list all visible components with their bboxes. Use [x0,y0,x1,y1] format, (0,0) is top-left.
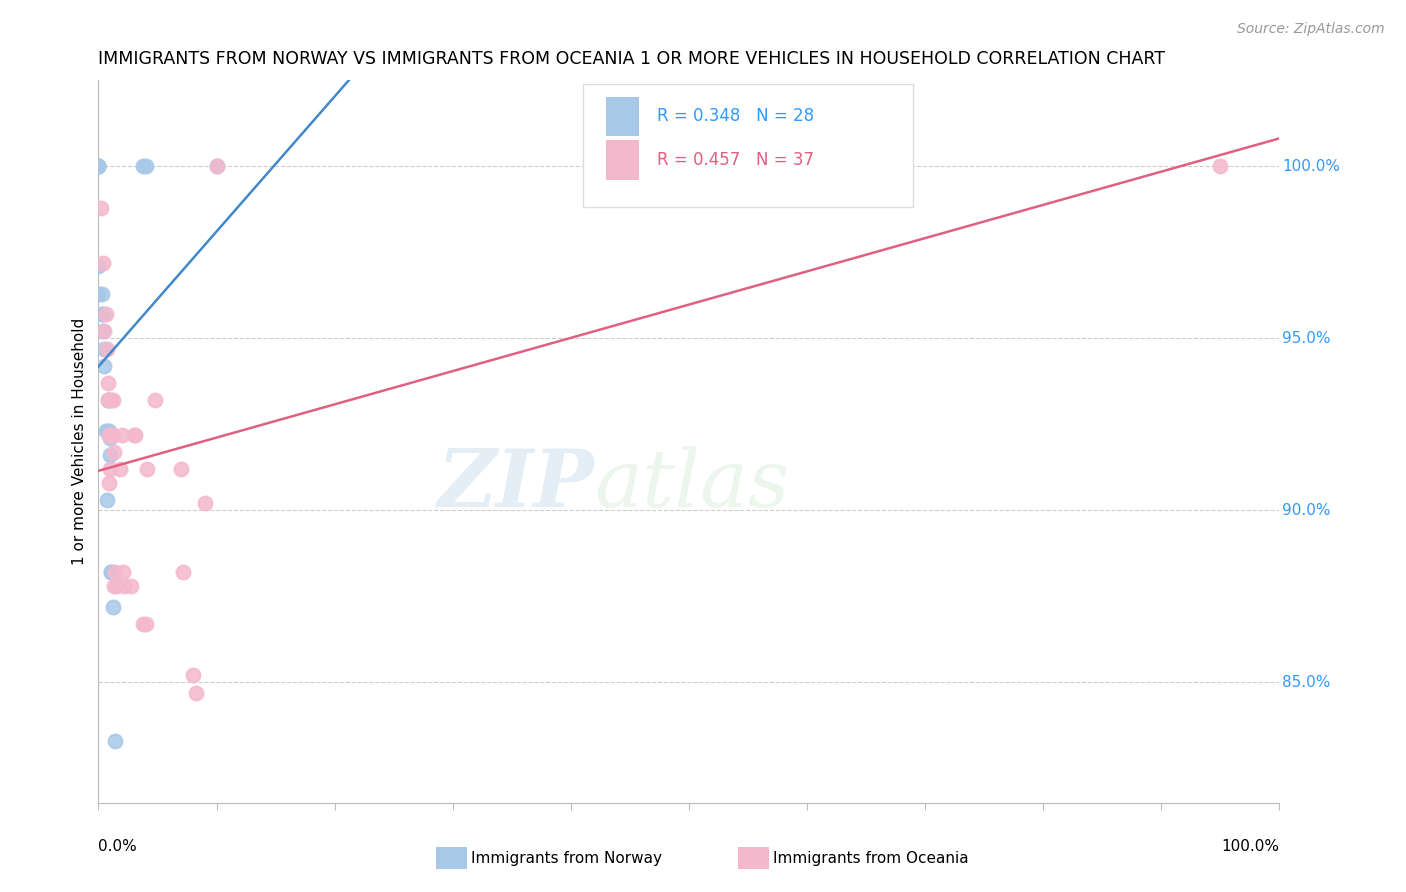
Point [103,445,125,459]
Point [87,159,110,173]
Point [101,599,124,614]
Point [135,462,157,476]
Point [194,496,217,510]
Point [96,342,118,356]
Point [100,566,122,580]
Point [135,616,157,631]
Point [98,427,121,442]
Point [87,259,110,273]
Point [91,307,114,321]
Point [98,448,121,462]
Point [101,427,124,442]
Point [135,159,157,173]
Text: 100.0%: 100.0% [1222,838,1279,854]
Text: 100.0%: 100.0% [1282,159,1340,174]
Text: R = 0.457   N = 37: R = 0.457 N = 37 [657,151,814,169]
Point [108,462,131,476]
Point [93,325,115,339]
Point [105,579,128,593]
Point [98,462,121,476]
Point [87,159,110,173]
Point [97,393,120,408]
Point [97,393,120,408]
Point [98,475,121,490]
Point [98,431,121,445]
Point [132,616,155,631]
Text: 85.0%: 85.0% [1282,675,1330,690]
Point [143,393,166,408]
Point [181,668,204,682]
Point [87,159,110,173]
FancyBboxPatch shape [606,96,640,136]
Point [103,579,125,593]
Text: ZIP: ZIP [437,446,595,524]
Point [94,424,117,438]
Point [98,424,121,438]
Y-axis label: 1 or more Vehicles in Household: 1 or more Vehicles in Household [72,318,87,566]
Point [100,393,122,408]
Point [112,566,135,580]
Point [186,686,208,700]
Point [104,566,127,580]
Text: 90.0%: 90.0% [1282,503,1330,518]
Point [112,579,135,593]
Point [1209,159,1232,173]
Point [111,427,134,442]
Text: IMMIGRANTS FROM NORWAY VS IMMIGRANTS FROM OCEANIA 1 OR MORE VEHICLES IN HOUSEHOL: IMMIGRANTS FROM NORWAY VS IMMIGRANTS FRO… [98,50,1166,68]
Point [94,307,117,321]
Point [87,286,110,301]
Point [172,566,194,580]
Point [90,201,112,215]
Point [91,307,114,321]
Point [170,462,193,476]
Point [205,159,228,173]
Point [104,734,127,748]
Text: Immigrants from Oceania: Immigrants from Oceania [773,851,969,865]
Point [122,427,145,442]
Point [101,393,124,408]
Point [87,159,110,173]
Point [124,427,146,442]
Point [91,255,114,269]
Point [93,359,115,373]
FancyBboxPatch shape [582,84,914,207]
Point [98,427,121,442]
Point [132,159,155,173]
Text: Source: ZipAtlas.com: Source: ZipAtlas.com [1237,22,1385,37]
Point [93,342,115,356]
Text: 95.0%: 95.0% [1282,331,1330,346]
Point [96,424,118,438]
Point [121,579,143,593]
Text: R = 0.348   N = 28: R = 0.348 N = 28 [657,107,814,126]
Point [100,566,122,580]
Text: atlas: atlas [595,446,790,524]
Point [97,376,120,390]
Text: Immigrants from Norway: Immigrants from Norway [471,851,662,865]
Point [91,286,114,301]
Text: 0.0%: 0.0% [98,838,138,854]
Point [91,325,114,339]
Point [890,159,912,173]
Point [205,159,228,173]
FancyBboxPatch shape [606,140,640,179]
Point [87,159,110,173]
Point [96,493,118,508]
Point [98,393,121,408]
